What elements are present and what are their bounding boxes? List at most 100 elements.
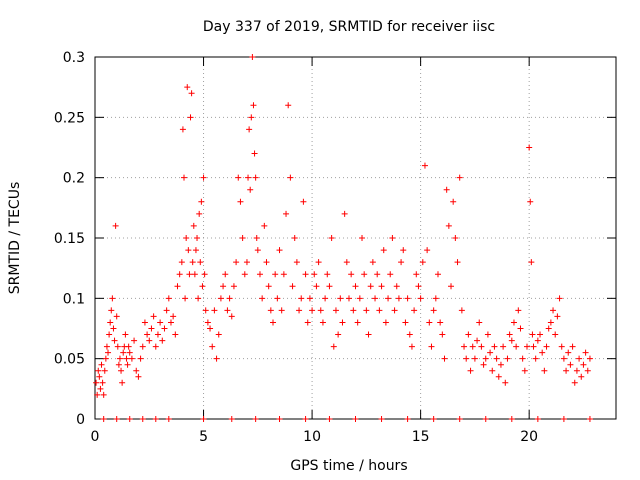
data-point: [526, 144, 533, 151]
data-point: [187, 114, 194, 121]
data-point: [222, 271, 229, 278]
data-point: [419, 259, 426, 266]
data-point: [302, 416, 309, 422]
data-point: [243, 259, 250, 266]
data-point: [196, 210, 203, 217]
data-point: [428, 343, 435, 350]
data-point: [256, 271, 263, 278]
data-point: [178, 259, 185, 266]
data-point: [480, 361, 487, 368]
data-point: [209, 343, 216, 350]
data-point: [393, 283, 400, 290]
data-point: [202, 307, 209, 314]
data-point: [571, 379, 578, 386]
data-point: [226, 295, 233, 302]
data-point: [125, 343, 132, 350]
data-point: [302, 271, 309, 278]
data-point: [448, 283, 455, 290]
data-point: [144, 331, 151, 338]
data-point: [319, 319, 326, 326]
data-point: [150, 313, 157, 320]
data-point: [432, 295, 439, 302]
data-point: [108, 307, 115, 314]
data-point: [190, 222, 197, 229]
data-point: [580, 361, 587, 368]
data-point: [204, 319, 211, 326]
data-point: [241, 271, 248, 278]
data-point: [532, 355, 539, 362]
data-point: [287, 174, 294, 181]
data-point: [484, 331, 491, 338]
data-point: [139, 343, 146, 350]
data-point: [186, 271, 193, 278]
data-point: [454, 259, 461, 266]
data-point: [233, 259, 240, 266]
data-point: [245, 174, 252, 181]
data-point: [124, 361, 131, 368]
data-point: [272, 271, 279, 278]
data-point: [220, 283, 227, 290]
data-point: [476, 319, 483, 326]
data-point: [181, 174, 188, 181]
chart-title: Day 337 of 2019, SRMTID for receiver iis…: [203, 19, 495, 35]
data-point: [106, 331, 113, 338]
data-point: [391, 307, 398, 314]
data-point: [586, 416, 593, 422]
data-point: [560, 416, 567, 422]
data-point: [578, 373, 585, 380]
data-point: [430, 307, 437, 314]
data-point: [309, 307, 316, 314]
data-point: [261, 222, 268, 229]
data-point: [461, 343, 468, 350]
data-point: [389, 235, 396, 241]
data-point: [411, 307, 418, 314]
data-point: [276, 416, 283, 422]
data-point: [537, 331, 544, 338]
data-point: [228, 416, 235, 422]
data-point: [224, 307, 231, 314]
data-point: [424, 247, 431, 254]
data-point: [251, 150, 258, 157]
data-point: [495, 373, 502, 380]
data-point: [274, 295, 281, 302]
data-point: [550, 307, 557, 314]
data-point: [443, 186, 450, 193]
data-point: [198, 198, 205, 205]
data-point: [376, 307, 383, 314]
data-point: [100, 416, 107, 422]
data-point: [128, 355, 135, 362]
data-point: [154, 331, 161, 338]
data-point: [493, 355, 500, 362]
data-point: [326, 283, 333, 290]
data-point: [413, 271, 420, 278]
data-point: [497, 361, 504, 368]
data-point: [398, 259, 405, 266]
y-tick-label: 0.2: [63, 171, 85, 187]
data-point: [252, 174, 259, 181]
data-point: [563, 367, 570, 374]
data-point: [135, 373, 142, 380]
data-point: [408, 343, 415, 350]
data-point: [101, 367, 108, 374]
data-point: [380, 247, 387, 254]
data-point: [478, 343, 485, 350]
data-point: [116, 355, 123, 362]
data-point: [254, 247, 261, 254]
data-series: [93, 54, 593, 422]
data-point: [506, 331, 513, 338]
data-point: [343, 259, 350, 266]
data-point: [270, 319, 277, 326]
data-point: [519, 355, 526, 362]
data-point: [152, 416, 159, 422]
data-point: [170, 313, 177, 320]
data-point: [404, 416, 411, 422]
data-point: [300, 198, 307, 205]
x-tick-label: 20: [520, 429, 538, 445]
data-point: [515, 307, 522, 314]
data-point: [185, 247, 192, 254]
x-tick-label: 5: [199, 429, 208, 445]
data-point: [141, 319, 148, 326]
data-point: [365, 331, 372, 338]
